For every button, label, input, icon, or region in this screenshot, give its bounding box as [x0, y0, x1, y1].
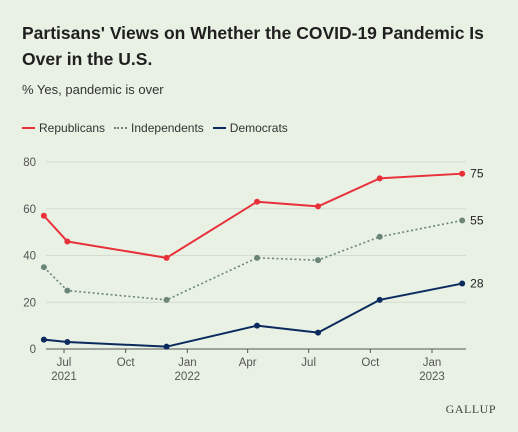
legend-label-republicans: Republicans: [39, 121, 106, 135]
data-point-republicans-4: [315, 203, 322, 210]
data-point-democrats-2: [163, 343, 170, 350]
legend-label-independents: Independents: [131, 121, 204, 135]
legend-item-independents: Independents: [114, 121, 204, 135]
end-label-independents: 55: [470, 213, 484, 227]
data-point-republicans-6: [459, 170, 466, 177]
data-point-independents-6: [459, 217, 466, 224]
data-point-independents-0: [40, 264, 47, 271]
x-tick-label-month-5: Oct: [361, 357, 380, 369]
data-point-democrats-3: [254, 322, 261, 329]
data-point-democrats-4: [315, 329, 322, 336]
data-point-democrats-0: [40, 336, 47, 343]
y-tick-label-60: 60: [23, 204, 36, 216]
x-tick-label-year-2: 2022: [175, 371, 201, 383]
y-tick-label-80: 80: [23, 157, 36, 169]
y-tick-label-20: 20: [23, 297, 36, 309]
data-point-republicans-5: [376, 175, 383, 182]
legend-item-republicans: Republicans: [22, 121, 105, 135]
legend-swatch-democrats: [212, 127, 226, 129]
data-point-republicans-3: [254, 198, 261, 205]
y-tick-label-40: 40: [23, 251, 36, 263]
y-tick-label-0: 0: [30, 344, 36, 356]
data-point-independents-1: [64, 287, 71, 294]
end-label-republicans: 75: [470, 167, 484, 181]
legend-item-democrats: Democrats: [212, 121, 288, 135]
x-tick-label-year-6: 2023: [419, 371, 445, 383]
data-point-republicans-2: [163, 254, 170, 261]
data-point-democrats-6: [459, 280, 466, 287]
data-point-republicans-0: [40, 212, 47, 219]
end-label-democrats: 28: [470, 277, 484, 291]
x-tick-label-month-0: Jul: [57, 357, 72, 369]
chart-subtitle: % Yes, pandemic is over: [22, 82, 164, 97]
source-logo: GALLUP: [445, 402, 496, 416]
x-tick-label-year-0: 2021: [51, 371, 77, 383]
data-point-democrats-1: [64, 338, 71, 345]
data-point-independents-4: [315, 257, 322, 264]
legend-label-democrats: Democrats: [229, 121, 288, 135]
data-point-independents-3: [254, 254, 261, 261]
series-line-democrats: [43, 282, 463, 348]
series-line-republicans: [43, 172, 463, 259]
series-line-independents: [43, 219, 463, 301]
x-tick-label-month-6: Jan: [423, 357, 442, 369]
legend-swatch-republicans: [22, 127, 35, 129]
legend-swatch-independents: [114, 127, 128, 129]
chart-title: Partisans' Views on Whether the COVID-19…: [22, 23, 484, 69]
data-point-independents-5: [376, 233, 383, 240]
legend: Republicans Independents Democrats: [22, 121, 297, 135]
data-point-independents-2: [163, 296, 170, 303]
x-tick-label-month-1: Oct: [117, 357, 136, 369]
x-tick-label-month-4: Jul: [301, 357, 316, 369]
x-tick-label-month-3: Apr: [239, 357, 257, 369]
data-point-democrats-5: [376, 296, 383, 303]
data-point-republicans-1: [64, 238, 71, 245]
x-tick-label-month-2: Jan: [178, 357, 197, 369]
